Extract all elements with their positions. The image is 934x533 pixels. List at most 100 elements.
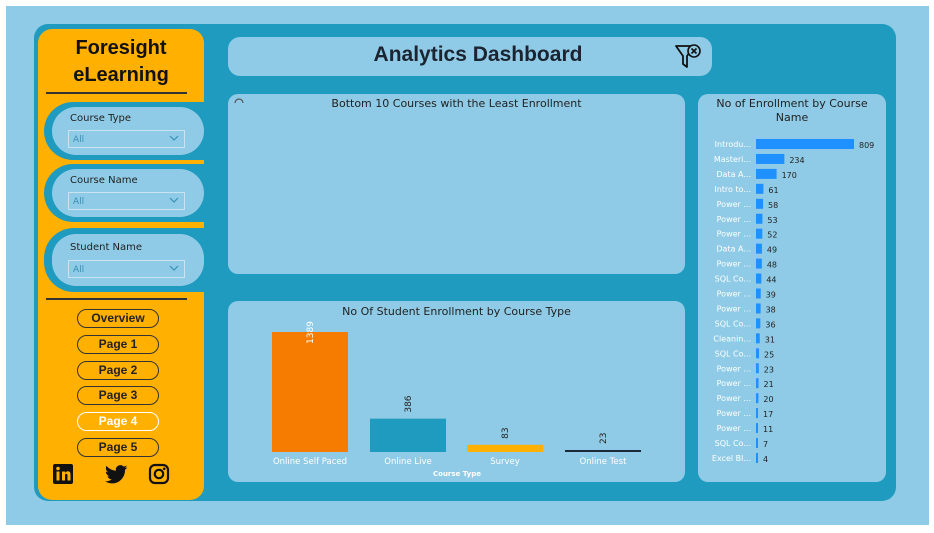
data-label: 58 <box>768 201 778 210</box>
chart-bar <box>756 363 759 374</box>
x-tick-label: Online Self Paced <box>273 457 347 467</box>
chevron-down-icon <box>169 265 179 271</box>
brand-line-1: Foresight <box>75 37 167 59</box>
y-tick-label: Cleanin... <box>713 334 751 343</box>
data-label: 4 <box>763 455 768 464</box>
course-type-dropdown[interactable]: All <box>68 130 185 148</box>
y-tick-label: Data A... <box>716 245 751 254</box>
filter-label: Student Name <box>70 242 143 253</box>
data-label: 52 <box>767 231 777 240</box>
filter-pill: Course Type All <box>52 107 204 155</box>
data-label: 17 <box>763 410 773 419</box>
y-tick-label: Power ... <box>717 260 751 269</box>
sidebar: Foresight eLearning Course Type All Cour… <box>38 29 204 500</box>
chart-bar <box>756 139 854 149</box>
chevron-down-icon <box>169 197 179 203</box>
x-tick-label: Online Test <box>580 457 628 467</box>
data-label: 234 <box>789 156 804 165</box>
nav-page-5-button[interactable]: Page 5 <box>77 438 159 457</box>
dropdown-value: All <box>73 265 85 275</box>
data-label: 31 <box>765 335 775 344</box>
y-tick-label: SQL Co... <box>715 275 751 284</box>
chart-bar <box>756 183 764 194</box>
chart-bar <box>756 408 759 419</box>
nav-divider <box>46 298 187 300</box>
data-label: 38 <box>766 305 776 314</box>
filter-course-type: Course Type All <box>44 102 204 160</box>
twitter-icon[interactable] <box>105 463 127 485</box>
data-label: 48 <box>767 261 777 270</box>
y-tick-label: Power ... <box>717 230 751 239</box>
y-tick-label: SQL Co... <box>715 319 751 328</box>
y-tick-label: Power ... <box>717 304 751 313</box>
y-tick-label: SQL Co... <box>715 349 751 358</box>
filter-pill: Student Name All <box>52 234 204 286</box>
chart-bar <box>756 318 761 329</box>
course-type-bar-chart: 1389 Online Self Paced 386 Online Live 83 Sur… <box>272 321 641 478</box>
x-tick-label: Online Live <box>384 457 431 467</box>
chart-bar <box>756 288 761 299</box>
chart-bar <box>756 452 758 463</box>
y-tick-label: Power ... <box>717 409 751 418</box>
x-tick-label: Survey <box>490 457 520 467</box>
chart-bar <box>272 332 348 452</box>
brand-divider <box>46 92 187 94</box>
data-label: 7 <box>763 440 768 449</box>
data-label: 83 <box>501 427 511 438</box>
y-tick-label: Power ... <box>717 200 751 209</box>
data-label: 49 <box>767 246 777 255</box>
bottom-10-courses-card: Bottom 10 Courses with the Least Enrollm… <box>228 94 685 274</box>
nav-overview-button[interactable]: Overview <box>77 309 159 328</box>
y-tick-label: Power ... <box>717 394 751 403</box>
nav-page-1-button[interactable]: Page 1 <box>77 335 159 354</box>
data-label: 25 <box>764 350 774 359</box>
y-tick-label: Excel Bl... <box>712 454 751 463</box>
filter-pill: Course Name All <box>52 169 204 217</box>
filter-course-name: Course Name All <box>44 164 204 222</box>
course-type-chart-title: No Of Student Enrollment by Course Type <box>342 305 571 318</box>
instagram-icon[interactable] <box>148 463 170 485</box>
chart-bar <box>370 418 446 452</box>
data-label: 61 <box>768 186 778 195</box>
y-tick-label: Power ... <box>717 290 751 299</box>
filter-student-name: Student Name All <box>44 228 204 292</box>
nav-page-2-button[interactable]: Page 2 <box>77 361 159 380</box>
course-name-chart-card: No of Enrollment by Course Name Introdu.… <box>698 94 886 482</box>
y-tick-label: Power ... <box>717 379 751 388</box>
data-label: 36 <box>765 320 775 329</box>
data-label: 21 <box>764 380 774 389</box>
nav-page-4-button[interactable]: Page 4 <box>77 412 159 431</box>
data-label: 44 <box>766 276 776 285</box>
dropdown-value: All <box>73 197 85 207</box>
x-axis-label: Course Type <box>433 470 481 478</box>
data-label: 170 <box>782 171 797 180</box>
nav-page-3-button[interactable]: Page 3 <box>77 386 159 405</box>
chart-bar <box>756 348 760 359</box>
chart-bar <box>756 213 763 224</box>
y-tick-label: Intro to... <box>714 185 751 194</box>
y-tick-label: Power ... <box>717 215 751 224</box>
loading-icon <box>234 98 244 104</box>
bottom-10-title: Bottom 10 Courses with the Least Enrollm… <box>331 97 582 110</box>
filter-label: Course Type <box>70 113 132 124</box>
course-name-dropdown[interactable]: All <box>68 192 185 210</box>
chart-bar <box>467 444 543 452</box>
chart-bar <box>756 438 758 448</box>
filter-clear-icon[interactable] <box>674 42 702 72</box>
data-label: 53 <box>767 216 777 225</box>
y-tick-label: Power ... <box>717 424 751 433</box>
chart-bar <box>756 258 762 269</box>
student-name-dropdown[interactable]: All <box>68 260 185 278</box>
chart-bar <box>756 153 785 164</box>
page-title: Analytics Dashboard <box>373 43 583 66</box>
chart-bar <box>756 423 758 434</box>
chart-bar <box>756 303 761 314</box>
chart-bar <box>756 243 762 254</box>
linkedin-icon[interactable] <box>52 463 74 485</box>
data-label: 386 <box>404 395 414 412</box>
data-label: 23 <box>599 433 609 444</box>
y-tick-label: SQL Co... <box>715 439 751 448</box>
chevron-down-icon <box>169 135 179 141</box>
chart-bar <box>756 228 763 239</box>
